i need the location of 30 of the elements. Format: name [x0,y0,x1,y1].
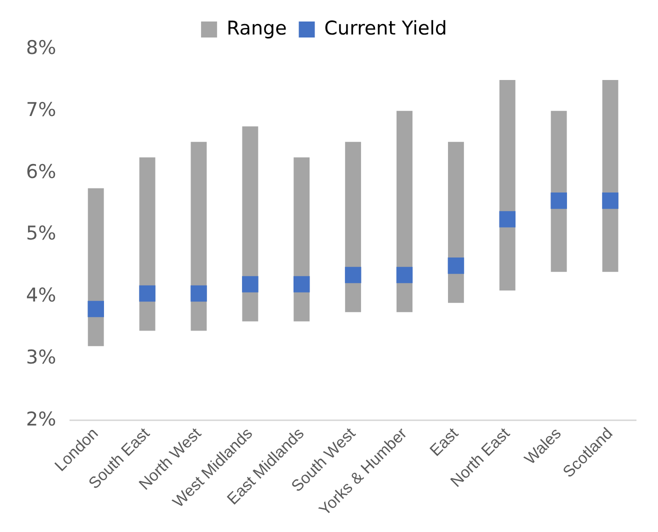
y-tick-label: 4% [26,284,56,307]
bar [448,142,464,303]
point [550,192,567,209]
point [190,285,207,302]
y-tick-label: 2% [26,408,56,430]
legend-label: Current Yield [324,17,447,40]
y-tick-label: 8% [26,36,56,59]
y-tick-label: 7% [26,98,56,121]
point [242,276,258,292]
point [344,266,362,284]
y-tick-label: 3% [26,346,56,368]
point [396,266,413,284]
bar [139,157,156,331]
y-tick-label: 5% [26,222,56,245]
bar [345,142,362,312]
bar [499,80,516,290]
point [602,192,618,209]
point [448,258,464,274]
bar [550,110,567,272]
bar [190,142,207,331]
point [294,276,310,292]
y-tick-label: 6% [26,160,56,183]
bar [294,157,310,322]
bar [602,80,618,272]
point [139,285,156,302]
point [88,300,104,318]
bar [396,110,412,312]
legend-label: Range [226,17,287,40]
bar [242,126,258,322]
point [499,211,516,228]
